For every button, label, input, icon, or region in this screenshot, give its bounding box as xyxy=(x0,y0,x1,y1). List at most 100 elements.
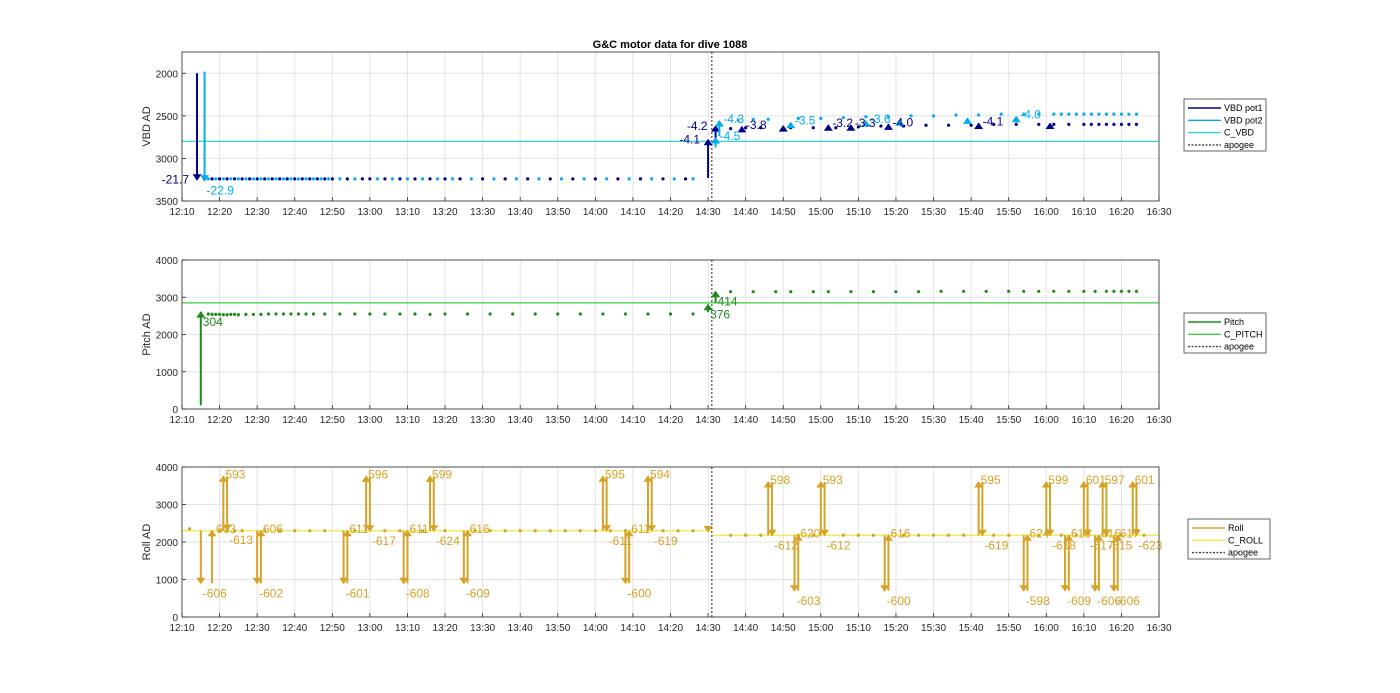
move-marker xyxy=(463,529,473,537)
move-marker xyxy=(1113,534,1123,541)
move-label: -603 xyxy=(797,594,821,608)
data-point xyxy=(939,289,943,293)
data-point xyxy=(946,533,951,537)
move-marker xyxy=(1094,534,1104,541)
x-tick-label: 15:20 xyxy=(883,207,908,218)
data-point xyxy=(1067,289,1071,293)
x-tick-label: 16:20 xyxy=(1109,415,1134,426)
x-tick-label: 14:10 xyxy=(620,207,645,218)
move-marker xyxy=(880,585,890,592)
data-point xyxy=(266,312,271,316)
data-point xyxy=(672,177,676,181)
move-label: 376 xyxy=(710,308,730,322)
data-point xyxy=(465,312,470,316)
move-label: -3.3 xyxy=(855,116,876,130)
move-label: -618 xyxy=(1052,538,1076,552)
legend-entry: C_ROLL xyxy=(1228,535,1263,545)
move-marker xyxy=(711,125,721,132)
move-marker xyxy=(1060,585,1070,592)
x-tick-label: 16:00 xyxy=(1034,207,1059,218)
data-point xyxy=(548,177,552,181)
x-tick-label: 12:40 xyxy=(282,207,307,218)
x-tick-label: 14:00 xyxy=(583,415,608,426)
data-point xyxy=(236,313,240,317)
y-axis-label: Roll AD xyxy=(141,524,153,561)
move-marker xyxy=(1079,481,1089,488)
move-label: -4.0 xyxy=(1020,108,1041,122)
data-point xyxy=(326,177,331,181)
move-marker xyxy=(703,526,713,533)
data-point xyxy=(296,312,301,316)
data-point xyxy=(1097,122,1101,126)
data-point xyxy=(233,312,237,316)
move-label: 618 xyxy=(1071,526,1091,540)
move-label: 304 xyxy=(203,315,223,329)
data-point xyxy=(368,177,372,181)
data-point xyxy=(413,177,417,181)
x-tick-label: 12:40 xyxy=(282,415,307,426)
y-tick-label: 3000 xyxy=(156,501,179,512)
data-point xyxy=(638,177,643,181)
data-point xyxy=(221,313,225,317)
data-point xyxy=(518,529,522,533)
move-marker xyxy=(714,119,724,127)
x-tick-label: 15:50 xyxy=(996,623,1021,634)
legend-entry: C_PITCH xyxy=(1224,329,1263,339)
data-point xyxy=(1082,289,1086,293)
move-marker xyxy=(342,529,352,537)
move-marker xyxy=(846,124,856,131)
data-point xyxy=(849,290,853,294)
move-marker xyxy=(1064,534,1074,541)
data-point xyxy=(1142,533,1146,537)
x-tick-label: 14:30 xyxy=(696,623,721,634)
data-point xyxy=(1052,112,1056,116)
x-tick-label: 14:20 xyxy=(658,415,683,426)
data-point xyxy=(1127,112,1131,116)
data-point xyxy=(1119,289,1124,293)
data-point xyxy=(214,312,218,316)
data-point xyxy=(383,177,387,181)
data-point xyxy=(450,177,455,181)
move-label: -4.5 xyxy=(720,129,741,143)
x-tick-label: 12:20 xyxy=(207,623,232,634)
move-marker xyxy=(222,524,232,531)
move-label: -619 xyxy=(654,534,678,548)
x-tick-label: 13:20 xyxy=(433,415,458,426)
data-point xyxy=(871,533,876,537)
move-marker xyxy=(624,529,634,537)
data-point xyxy=(751,290,755,294)
x-tick-label: 12:50 xyxy=(320,623,345,634)
move-label: -4.3 xyxy=(723,112,744,126)
x-tick-label: 16:10 xyxy=(1071,623,1096,634)
move-marker xyxy=(1045,529,1055,537)
data-point xyxy=(435,177,440,181)
data-point xyxy=(962,533,966,537)
data-point xyxy=(1067,112,1071,116)
x-tick-label: 14:50 xyxy=(771,415,796,426)
data-point xyxy=(251,177,255,181)
data-point xyxy=(533,312,537,316)
legend-entry: apogee xyxy=(1228,548,1258,558)
x-tick-label: 16:30 xyxy=(1146,415,1171,426)
data-point xyxy=(556,312,560,316)
move-marker xyxy=(962,117,972,124)
data-point xyxy=(514,177,519,181)
data-point xyxy=(248,177,252,181)
data-point xyxy=(605,177,609,181)
data-point xyxy=(969,123,973,127)
move-marker xyxy=(711,136,721,144)
data-point xyxy=(909,114,913,118)
x-tick-label: 14:00 xyxy=(583,207,608,218)
move-label: 593 xyxy=(823,473,843,487)
data-point xyxy=(206,312,210,316)
move-marker xyxy=(1101,529,1111,537)
data-point xyxy=(1007,533,1011,537)
plot-content xyxy=(182,260,1159,409)
data-point xyxy=(1112,289,1116,293)
x-tick-label: 13:20 xyxy=(433,207,458,218)
y-tick-label: 2000 xyxy=(156,69,179,80)
data-point xyxy=(251,312,255,316)
data-point xyxy=(1134,112,1139,116)
move-marker xyxy=(1011,115,1021,123)
data-point xyxy=(593,177,597,181)
